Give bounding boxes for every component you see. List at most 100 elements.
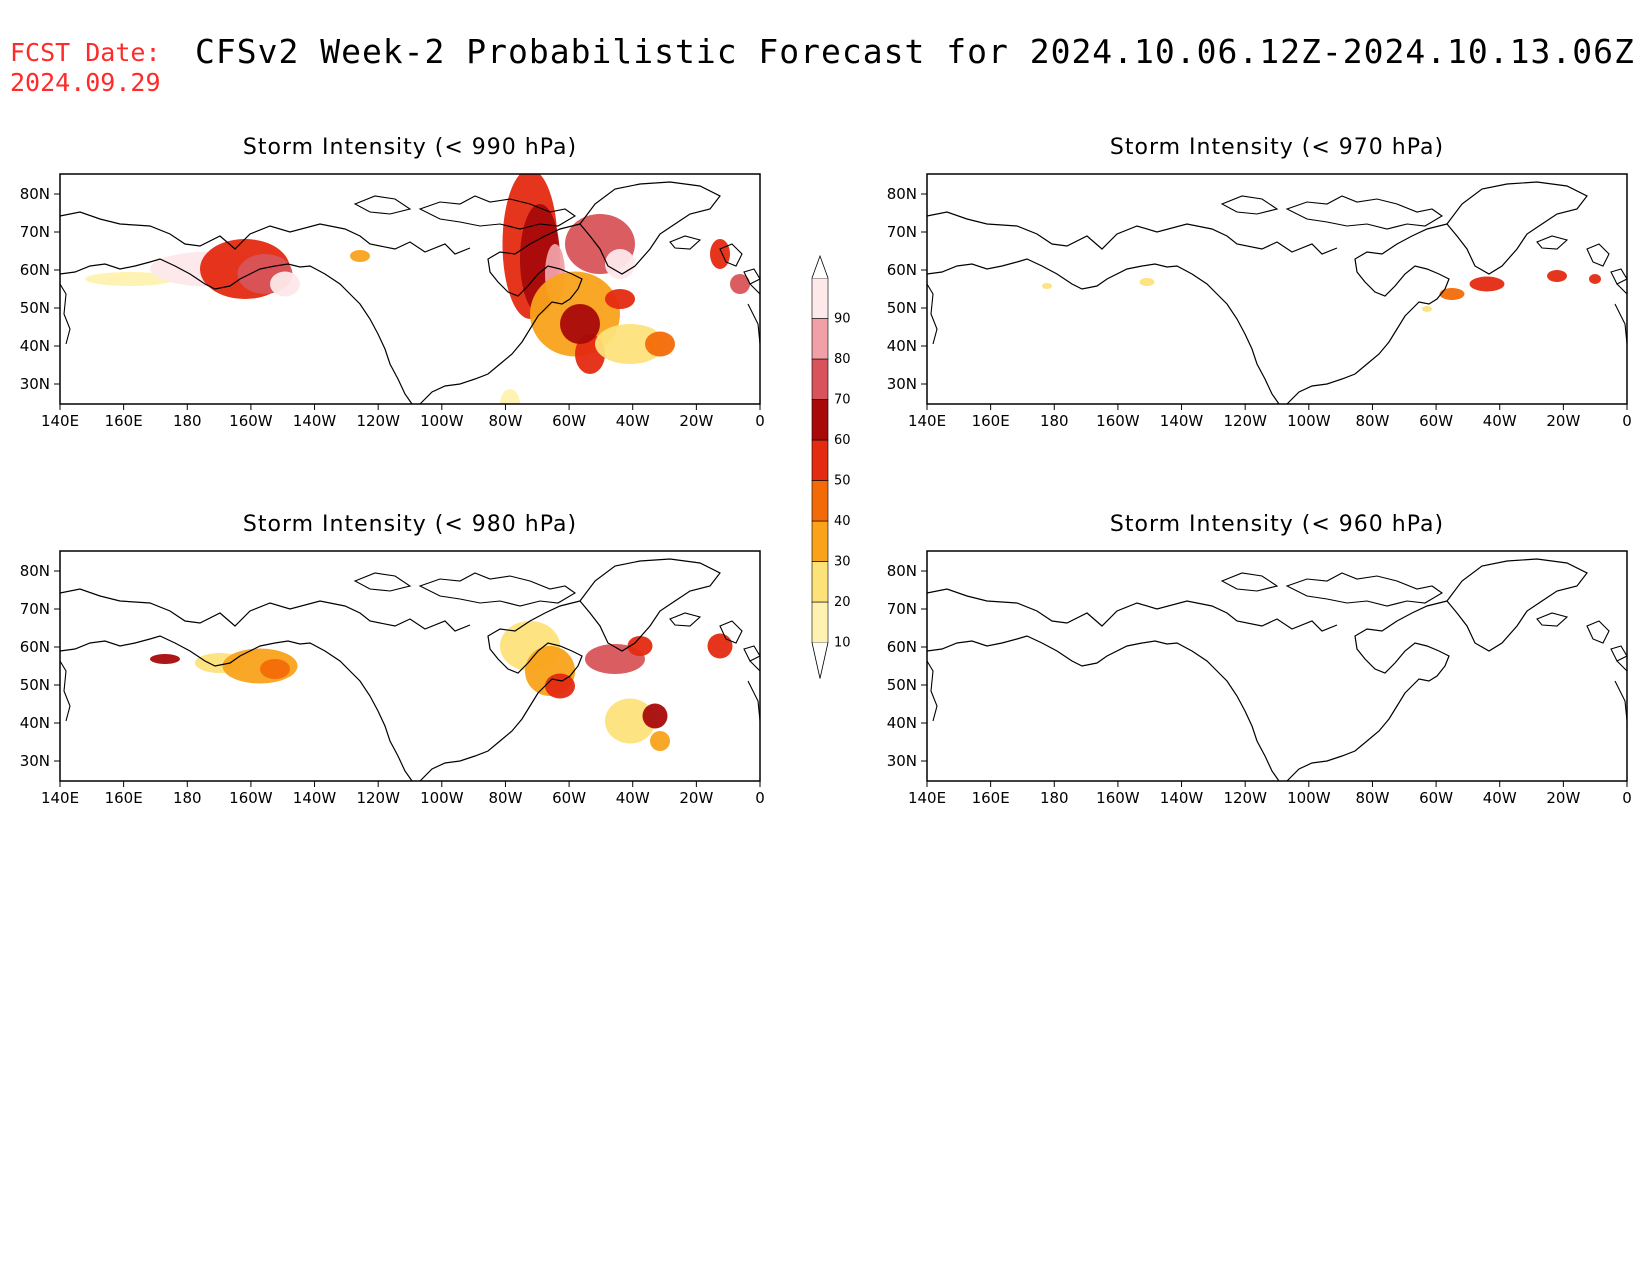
fcst-date: 2024.09.29	[10, 68, 161, 97]
probability-cell	[642, 703, 668, 729]
y-tick-label: 50N	[887, 676, 917, 694]
probability-cell	[730, 274, 750, 294]
x-tick-label: 100W	[420, 789, 464, 807]
map-panel: Storm Intensity (< 960 hPa) 140E 160E 180 16…	[887, 512, 1632, 807]
probability-cell	[500, 389, 520, 404]
colorbar-segment	[811, 520, 829, 562]
y-tick-label: 30N	[20, 752, 50, 770]
plot-frame	[59, 550, 761, 782]
colorbar-label: 20	[834, 595, 851, 610]
coastline	[59, 181, 761, 405]
probability-cell	[627, 636, 653, 656]
y-tick-label: 30N	[20, 375, 50, 393]
colorbar-segment	[811, 601, 829, 643]
x-tick-label: 80W	[488, 789, 522, 807]
panel-title: Storm Intensity (< 960 hPa)	[1110, 512, 1444, 537]
panel-title: Storm Intensity (< 970 hPa)	[1110, 135, 1444, 160]
probability-cell	[560, 304, 600, 344]
colorbar-label: 80	[834, 352, 851, 367]
x-tick-label: 40W	[616, 412, 650, 430]
x-tick-label: 0	[755, 789, 765, 807]
coastline	[926, 558, 1628, 782]
probability-cell	[545, 673, 575, 699]
y-tick-label: 60N	[887, 638, 917, 656]
colorbar-segment	[811, 480, 829, 522]
y-tick-label: 60N	[20, 638, 50, 656]
plot-frame	[59, 173, 761, 405]
x-tick-label: 180	[1040, 789, 1069, 807]
probability-cell	[605, 249, 635, 279]
x-tick-label: 60W	[552, 412, 586, 430]
x-tick-label: 120W	[356, 412, 400, 430]
probability-cell	[1042, 283, 1052, 289]
x-tick-label: 100W	[1287, 412, 1331, 430]
fcst-label: FCST Date:	[10, 38, 161, 67]
y-tick-label: 70N	[887, 600, 917, 618]
x-tick-label: 140E	[908, 789, 946, 807]
colorbar-segment	[811, 561, 829, 603]
colorbar-segment	[811, 399, 829, 441]
x-tick-label: 40W	[616, 789, 650, 807]
forecast-date-label: FCST Date: 2024.09.29	[10, 38, 161, 98]
y-tick-label: 30N	[887, 752, 917, 770]
probability-shading	[85, 174, 750, 404]
x-tick-label: 80W	[488, 412, 522, 430]
x-tick-label: 0	[1622, 789, 1632, 807]
probability-cell	[350, 250, 370, 262]
x-tick-label: 140W	[293, 412, 337, 430]
x-tick-label: 180	[173, 412, 202, 430]
x-tick-label: 40W	[1483, 412, 1517, 430]
x-tick-label: 160E	[972, 412, 1010, 430]
map-panel: Storm Intensity (< 990 hPa) 140E 160E 180 16…	[20, 135, 765, 430]
colorbar-label: 60	[834, 433, 851, 448]
x-tick-label: 40W	[1483, 789, 1517, 807]
probability-cell	[1439, 288, 1465, 300]
y-tick-label: 60N	[887, 261, 917, 279]
y-tick-label: 50N	[20, 676, 50, 694]
y-tick-label: 40N	[20, 337, 50, 355]
plot-frame	[926, 173, 1628, 405]
probability-cell	[650, 731, 670, 751]
x-tick-label: 60W	[1419, 412, 1453, 430]
y-tick-label: 80N	[20, 185, 50, 203]
probability-cell	[1547, 270, 1567, 282]
x-tick-label: 180	[173, 789, 202, 807]
probability-cell	[707, 633, 733, 659]
colorbar-label: 40	[834, 514, 851, 529]
x-tick-label: 100W	[1287, 789, 1331, 807]
colorbar-label: 50	[834, 474, 851, 489]
x-tick-label: 120W	[356, 789, 400, 807]
probability-cell	[1589, 274, 1601, 284]
probability-cell	[645, 331, 675, 357]
map-panel: Storm Intensity (< 970 hPa) 140E 160E 180 16…	[887, 135, 1632, 430]
y-tick-label: 70N	[20, 600, 50, 618]
colorbar-label: 70	[834, 393, 851, 408]
y-tick-label: 70N	[20, 223, 50, 241]
x-tick-label: 140W	[293, 789, 337, 807]
probability-cell	[260, 659, 290, 679]
y-tick-label: 50N	[887, 299, 917, 317]
probability-shading	[1042, 270, 1601, 312]
probability-shading	[150, 621, 733, 751]
y-tick-label: 80N	[887, 185, 917, 203]
probability-cell	[270, 271, 300, 297]
colorbar-segment	[811, 277, 829, 319]
x-tick-label: 140E	[41, 412, 79, 430]
colorbar-label: 30	[834, 555, 851, 570]
x-tick-label: 100W	[420, 412, 464, 430]
coastline	[926, 181, 1628, 405]
x-tick-label: 80W	[1355, 412, 1389, 430]
x-tick-label: 0	[755, 412, 765, 430]
x-tick-label: 60W	[552, 789, 586, 807]
colorbar-top-arrow	[811, 254, 829, 279]
map-panel: Storm Intensity (< 980 hPa) 140E 160E 180 16…	[20, 512, 765, 807]
x-tick-label: 160E	[105, 789, 143, 807]
colorbar-segment	[811, 358, 829, 400]
x-tick-label: 140E	[908, 412, 946, 430]
x-tick-label: 20W	[1546, 412, 1580, 430]
x-tick-label: 20W	[1546, 789, 1580, 807]
x-tick-label: 80W	[1355, 789, 1389, 807]
y-tick-label: 60N	[20, 261, 50, 279]
probability-cell	[1139, 278, 1155, 286]
